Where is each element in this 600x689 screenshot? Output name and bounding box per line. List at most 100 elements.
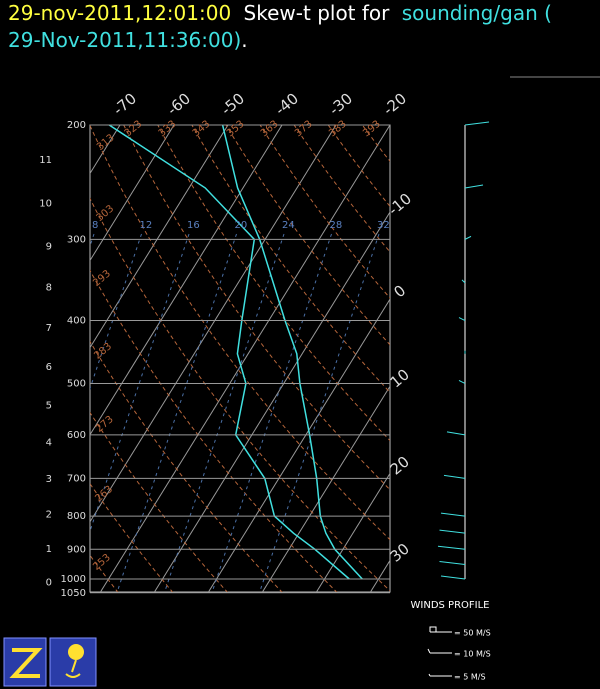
dry-adiabat-label: 253 — [91, 552, 113, 573]
dry-adiabat — [123, 125, 390, 491]
legend-barb — [427, 648, 452, 654]
wind-barb — [464, 121, 490, 126]
title-time: 29-nov-2011,12:01:00 — [8, 1, 231, 25]
dry-adiabat-label: 393 — [361, 119, 383, 140]
chart-subtitle: 29-Nov-2011,11:36:00). — [8, 28, 248, 52]
y-tick-label: 700 — [67, 473, 86, 484]
isotherm — [207, 298, 390, 592]
wind-barb — [440, 512, 466, 517]
dry-adiabat — [191, 125, 390, 394]
isotherm — [90, 125, 229, 349]
legend-label: = 5 M/S — [454, 673, 486, 682]
dry-adiabat — [327, 125, 390, 208]
y-tick-label: 300 — [67, 234, 86, 245]
title-text: Skew-t plot for — [244, 1, 391, 25]
logo-z — [3, 637, 47, 687]
legend-label: = 50 M/S — [454, 629, 491, 638]
dry-adiabat-label: 293 — [91, 268, 113, 289]
dry-adiabat-label: 363 — [259, 119, 281, 140]
isotherm — [315, 472, 390, 592]
mixing-ratio-label: 24 — [282, 220, 295, 231]
dry-adiabat-label: 273 — [94, 414, 116, 435]
isotherm-label: 0 — [390, 281, 409, 301]
legend-label: = 10 M/S — [454, 650, 491, 659]
mixing-ratio-label: 8 — [92, 220, 98, 231]
wind-barb — [439, 561, 466, 566]
wind-barb — [464, 235, 472, 240]
dry-adiabat-label: 373 — [293, 119, 315, 140]
isotherm-label: -20 — [380, 89, 410, 119]
mixing-ratio-label: 16 — [187, 220, 200, 231]
wind-barb — [437, 545, 466, 550]
height-tick-label: 1 — [46, 544, 52, 555]
title-source: sounding/gan ( — [402, 1, 552, 25]
height-tick-label: 4 — [46, 438, 52, 449]
wind-barb — [440, 575, 466, 580]
wind-barb — [458, 317, 466, 321]
wind-barb — [439, 529, 466, 534]
isotherm — [153, 211, 390, 592]
mixing-ratio-label: 20 — [235, 220, 248, 231]
y-tick-label: 900 — [67, 544, 86, 555]
isotherm-label: 10 — [387, 365, 413, 391]
dry-adiabat — [157, 125, 390, 442]
mixing-ratio-label: 32 — [377, 220, 390, 231]
mixing-ratio-label: 12 — [140, 220, 153, 231]
y-tick-label: 600 — [67, 430, 86, 441]
isotherm-label: -30 — [326, 89, 356, 119]
dry-adiabat-label: 343 — [191, 119, 213, 140]
subtitle-end: . — [241, 28, 247, 52]
dry-adiabat-label: 323 — [123, 119, 145, 140]
height-tick-label: 9 — [46, 241, 52, 252]
dry-adiabat — [259, 125, 390, 299]
isotherm — [90, 125, 175, 262]
isotherm — [90, 125, 337, 523]
mixing-ratio-line — [90, 233, 190, 533]
wind-barb — [461, 279, 466, 284]
dry-adiabat-label: 353 — [225, 119, 247, 140]
isotherm-label: -60 — [164, 89, 194, 119]
wind-barb — [458, 380, 466, 384]
y-tick-label: 400 — [67, 316, 86, 327]
wind-barb — [443, 474, 466, 479]
height-tick-label: 0 — [46, 578, 52, 589]
height-tick-label: 7 — [46, 323, 52, 334]
mixing-ratio-label: 28 — [330, 220, 343, 231]
legend-barb — [428, 673, 452, 677]
dry-adiabat — [293, 125, 390, 253]
mixing-ratio-line — [259, 233, 380, 592]
height-tick-label: 5 — [46, 400, 52, 411]
sounding-line — [221, 125, 363, 580]
mixing-ratio-line — [211, 233, 332, 592]
sounding-line — [108, 125, 350, 580]
subtitle-time: 29-Nov-2011,11:36:00) — [8, 28, 241, 52]
wind-title: WINDS PROFILE — [411, 600, 490, 611]
dry-adiabat — [90, 197, 390, 592]
height-tick-label: 11 — [39, 155, 52, 166]
isotherm-label: -40 — [272, 89, 302, 119]
y-tick-label: 500 — [67, 378, 86, 389]
chart-title: 29-nov-2011,12:01:00 Skew-t plot for sou… — [8, 1, 552, 25]
wind-barb — [446, 431, 466, 436]
plot-area — [90, 125, 390, 592]
isotherm — [90, 125, 283, 436]
y-tick-label: 1000 — [61, 574, 86, 585]
dry-adiabat — [90, 411, 228, 592]
height-tick-label: 2 — [46, 509, 52, 520]
y-tick-label: 200 — [67, 120, 86, 131]
mixing-ratio-line — [116, 233, 237, 592]
isotherm-label: -10 — [385, 189, 415, 219]
wind-barb — [464, 184, 484, 189]
isotherm — [99, 125, 390, 592]
height-tick-label: 8 — [46, 283, 52, 294]
dry-adiabat-label: 383 — [327, 119, 349, 140]
y-tick-label: 1050 — [61, 588, 86, 599]
isotherm-label: -50 — [218, 89, 248, 119]
isotherm-label: 30 — [387, 540, 413, 566]
dry-adiabat — [90, 269, 338, 592]
dry-adiabat-label: 283 — [92, 341, 114, 362]
dry-adiabat — [90, 482, 174, 592]
dry-adiabat — [90, 125, 390, 541]
height-tick-label: 10 — [39, 199, 52, 210]
